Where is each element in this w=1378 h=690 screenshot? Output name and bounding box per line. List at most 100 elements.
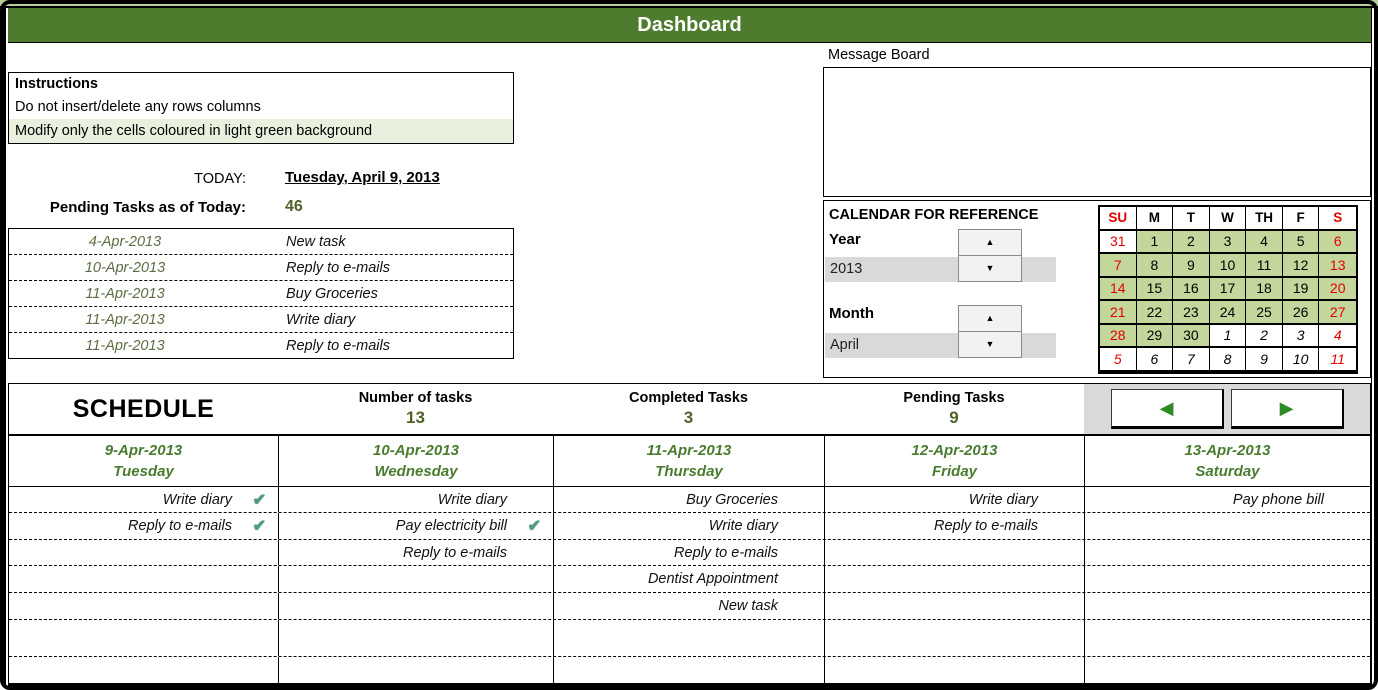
calendar-day-header: SU: [1100, 207, 1137, 231]
message-board-input[interactable]: [823, 67, 1371, 197]
calendar-day-header: F: [1282, 207, 1320, 231]
calendar-day-cell: 9: [1173, 254, 1210, 278]
calendar-day-cell: 5: [1100, 348, 1137, 372]
pending-task-row: 10-Apr-2013 Reply to e-mails: [9, 255, 513, 281]
schedule-task-name: Write diary: [162, 491, 232, 508]
calendar-day-cell: 7: [1100, 254, 1137, 278]
calendar-day-cell: 30: [1173, 324, 1210, 348]
stat-value: 13: [406, 408, 425, 427]
month-spinner-down-button[interactable]: ▼: [958, 331, 1022, 358]
schedule-task-name: Write diary: [968, 491, 1038, 508]
schedule-task-cell: [278, 620, 553, 656]
stat-label: Completed Tasks: [629, 390, 748, 406]
year-spinner: ▲ ▼: [958, 229, 1022, 283]
instructions-box: Instructions Do not insert/delete any ro…: [8, 72, 514, 144]
month-spinner-up-button[interactable]: ▲: [958, 305, 1022, 332]
schedule-task-cell: Reply to e-mails: [553, 540, 824, 565]
schedule-task-cell: Pay electricity bill ✔: [278, 513, 553, 539]
instructions-line-1: Do not insert/delete any rows columns: [15, 99, 261, 115]
calendar-heading: CALENDAR FOR REFERENCE: [829, 207, 1039, 223]
stat-value: 3: [683, 408, 694, 427]
schedule-day-header: 12-Apr-2013 Friday: [824, 436, 1084, 486]
pending-tasks-today-value: 46: [285, 198, 303, 215]
schedule-day-name: Wednesday: [374, 463, 458, 480]
instructions-line-2: Modify only the cells coloured in light …: [9, 119, 513, 143]
pending-task-date: 11-Apr-2013: [85, 285, 165, 302]
calendar-day-header: S: [1319, 207, 1356, 231]
schedule-task-name: Pay phone bill: [1232, 491, 1324, 508]
pending-task-name: Reply to e-mails: [286, 259, 390, 276]
pending-task-row: 11-Apr-2013 Write diary: [9, 307, 513, 333]
calendar-day-cell: 6: [1136, 348, 1174, 372]
calendar-day-cell: 28: [1100, 324, 1137, 348]
schedule-task-cell: [9, 566, 278, 592]
schedule-task-name: Pay electricity bill: [395, 518, 507, 534]
message-board-label: Message Board: [828, 47, 930, 63]
calendar-day-cell: 1: [1136, 230, 1174, 254]
schedule-task-name: Reply to e-mails: [128, 518, 232, 534]
schedule-task-cell: Write diary ✔: [9, 487, 278, 512]
schedule-row: New task: [9, 593, 1370, 620]
schedule-task-cell: [1084, 540, 1370, 565]
pending-task-name: Write diary: [286, 311, 356, 328]
schedule-day-header: 10-Apr-2013 Wednesday: [278, 436, 553, 486]
calendar-day-cell: 19: [1282, 277, 1320, 301]
calendar-day-cell: 27: [1319, 301, 1356, 325]
calendar-day-header: W: [1209, 207, 1247, 231]
task-done-check-icon: ✔: [527, 518, 541, 535]
schedule-day-header: 13-Apr-2013 Saturday: [1084, 436, 1370, 486]
schedule-task-cell: [1084, 620, 1370, 656]
spinner-down-icon: ▼: [985, 339, 995, 349]
schedule-task-cell: [1084, 513, 1370, 539]
pending-task-name: New task: [286, 233, 346, 250]
pending-task-date: 11-Apr-2013: [85, 337, 165, 354]
sheet-left-border: [4, 6, 6, 686]
schedule-task-cell: [9, 540, 278, 565]
schedule-task-name: Dentist Appointment: [647, 571, 778, 587]
schedule-task-cell: [278, 657, 553, 683]
schedule-table: 9-Apr-2013 Tuesday 10-Apr-2013 Wednesday 11-…: [8, 435, 1371, 686]
schedule-task-cell: [9, 657, 278, 683]
schedule-task-cell: [824, 540, 1084, 565]
year-spinner-down-button[interactable]: ▼: [958, 255, 1022, 282]
calendar-day-cell: 13: [1319, 254, 1356, 278]
schedule-task-cell: [1084, 566, 1370, 592]
schedule-task-cell: Dentist Appointment: [553, 566, 824, 592]
calendar-day-cell: 5: [1282, 230, 1320, 254]
schedule-task-cell: [824, 566, 1084, 592]
calendar-day-cell: 18: [1246, 277, 1283, 301]
schedule-heading: SCHEDULE: [72, 394, 215, 423]
schedule-task-cell: [278, 566, 553, 592]
calendar-day-cell: 24: [1209, 301, 1247, 325]
calendar-day-cell: 23: [1173, 301, 1210, 325]
previous-week-button[interactable]: ◀: [1110, 389, 1224, 429]
schedule-task-cell: Reply to e-mails: [824, 513, 1084, 539]
stat-completed-tasks: Completed Tasks 3: [553, 384, 824, 434]
pending-task-row: 11-Apr-2013 Reply to e-mails: [9, 333, 513, 358]
schedule-row: [9, 620, 1370, 657]
stat-pending-tasks: Pending Tasks 9: [824, 384, 1084, 434]
schedule-task-name: Reply to e-mails: [674, 544, 778, 561]
calendar-day-cell: 22: [1136, 301, 1174, 325]
calendar-day-cell: 16: [1173, 277, 1210, 301]
schedule-day-name: Thursday: [655, 463, 723, 480]
schedule-nav-area: ◀ ▶: [1084, 384, 1370, 434]
schedule-task-cell: [824, 620, 1084, 656]
schedule-body: Write diary ✔ Write diary Buy Groceries Writ…: [9, 487, 1370, 683]
schedule-task-cell: [553, 657, 824, 683]
calendar-grid: SU M T W TH F S 31 1 2 3 4 5 6 7 8 9 10 11 12 13 14 15 16 17 18 19…: [1098, 205, 1358, 374]
month-spinner: ▲ ▼: [958, 305, 1022, 359]
next-week-button[interactable]: ▶: [1230, 389, 1344, 429]
task-done-check-icon: ✔: [252, 491, 266, 509]
schedule-day-date: 9-Apr-2013: [104, 442, 183, 459]
stat-label: Pending Tasks: [903, 390, 1005, 406]
calendar-day-cell: 8: [1209, 348, 1247, 372]
schedule-day-name: Saturday: [1195, 463, 1260, 480]
year-spinner-up-button[interactable]: ▲: [958, 229, 1022, 256]
calendar-day-cell: 3: [1209, 230, 1247, 254]
calendar-day-cell: 1: [1209, 324, 1247, 348]
schedule-task-cell: [553, 620, 824, 656]
schedule-day-name: Friday: [931, 463, 977, 480]
schedule-date-header-row: 9-Apr-2013 Tuesday 10-Apr-2013 Wednesday 11-…: [9, 436, 1370, 487]
schedule-task-cell: Write diary: [278, 487, 553, 512]
